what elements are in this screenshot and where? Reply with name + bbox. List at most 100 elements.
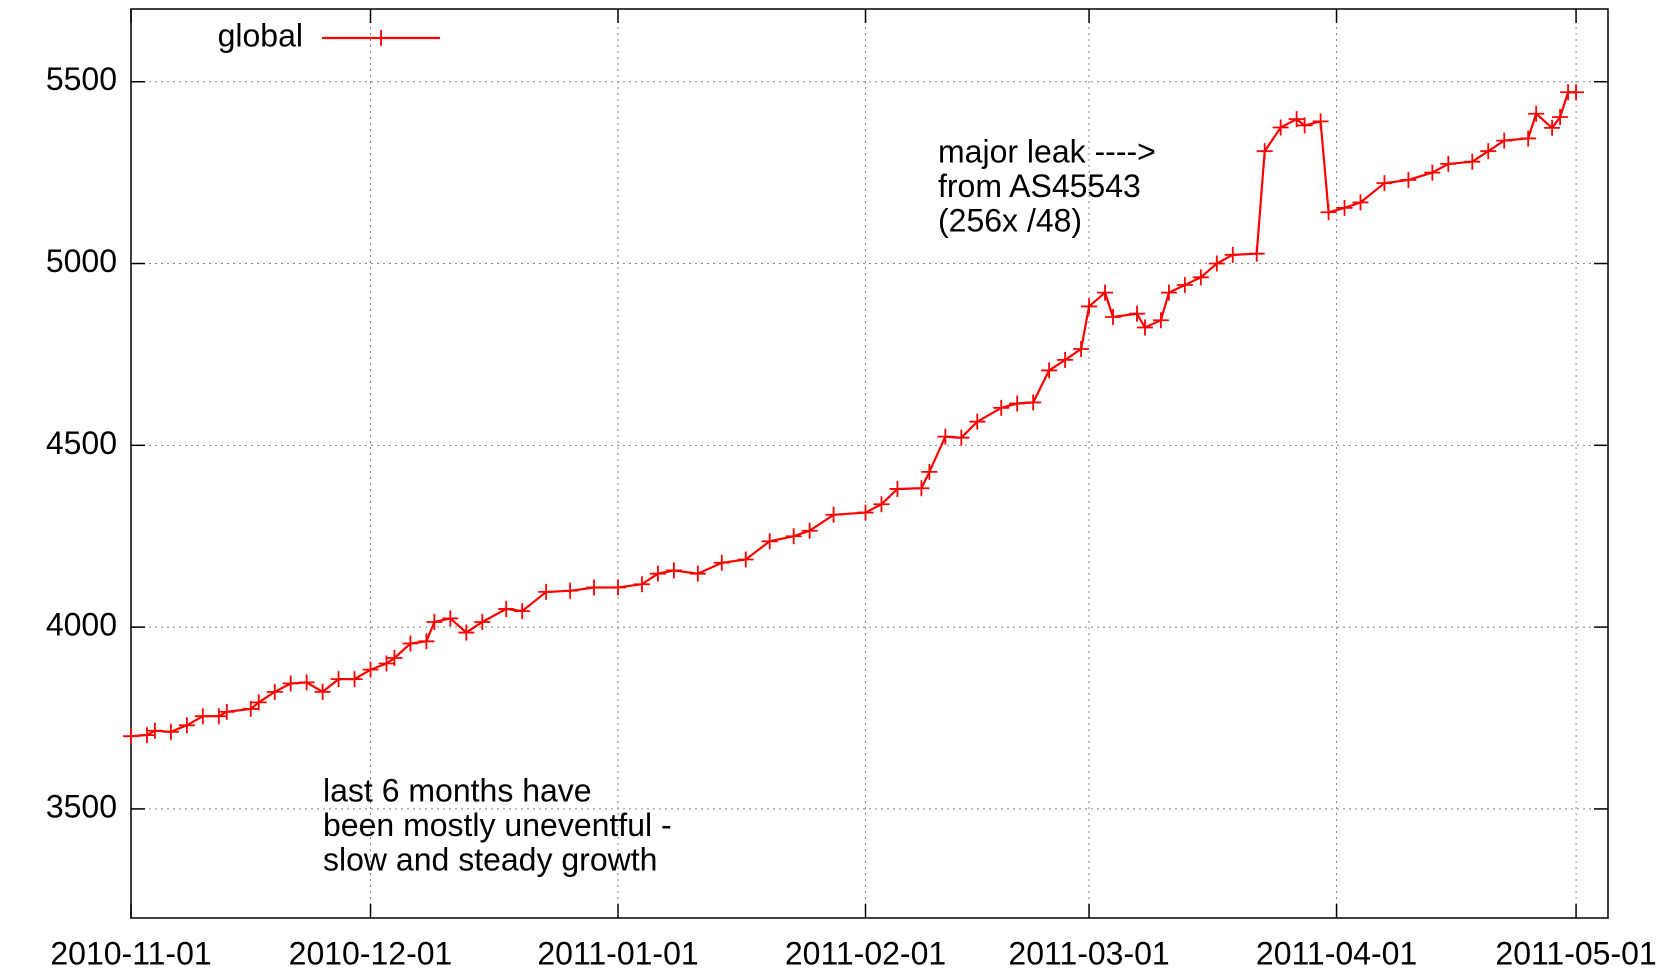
point-marker: [761, 533, 778, 550]
point-marker: [1152, 312, 1169, 329]
point-marker: [1376, 175, 1393, 192]
point-marker: [210, 708, 227, 725]
point-marker: [242, 700, 259, 717]
point-marker: [586, 579, 603, 596]
x-tick-label: 2010-12-01: [289, 935, 453, 969]
point-marker: [250, 694, 267, 711]
point-marker: [1009, 395, 1026, 412]
point-marker: [649, 565, 666, 582]
annotation: last 6 months have: [323, 772, 592, 808]
x-tick-label: 2011-04-01: [1256, 935, 1417, 969]
legend-marker: [373, 30, 389, 46]
point-marker: [1496, 132, 1513, 149]
point-marker: [514, 603, 531, 620]
point-marker: [1296, 117, 1313, 134]
point-marker: [538, 583, 555, 600]
point-marker: [1400, 171, 1417, 188]
point-marker: [1224, 246, 1241, 263]
point-marker: [785, 528, 802, 545]
point-marker: [1320, 204, 1337, 221]
annotation: from AS45543: [938, 168, 1141, 204]
point-marker: [857, 504, 874, 521]
x-tick-label: 2011-01-01: [537, 935, 698, 969]
point-marker: [1256, 143, 1273, 160]
point-marker: [713, 554, 730, 571]
point-marker: [146, 722, 163, 739]
point-marker: [1176, 276, 1193, 293]
legend-label: global: [218, 17, 303, 53]
point-marker: [218, 703, 235, 720]
point-marker: [1480, 143, 1497, 160]
point-marker: [1544, 119, 1561, 136]
point-marker: [1520, 130, 1537, 147]
point-marker: [178, 717, 195, 734]
point-marker: [1528, 105, 1545, 122]
point-marker: [953, 429, 970, 446]
point-marker: [282, 675, 299, 692]
point-marker: [689, 565, 706, 582]
point-marker: [1208, 255, 1225, 272]
point-marker: [1081, 298, 1098, 315]
point-marker: [665, 562, 682, 579]
point-marker: [737, 551, 754, 568]
point-marker: [1312, 113, 1329, 130]
point-marker: [1128, 305, 1145, 322]
annotation: major leak ---->: [938, 133, 1156, 169]
point-marker: [825, 506, 842, 523]
point-marker: [1352, 194, 1369, 211]
x-tick-label: 2011-02-01: [785, 935, 946, 969]
point-marker: [1552, 108, 1569, 125]
point-marker: [969, 413, 986, 430]
point-marker: [194, 708, 211, 725]
y-tick-label: 4500: [46, 425, 117, 461]
point-marker: [1464, 153, 1481, 170]
x-tick-label: 2010-11-01: [50, 935, 211, 969]
y-tick-label: 3500: [46, 788, 117, 824]
point-marker: [1041, 362, 1058, 379]
point-marker: [1136, 319, 1153, 336]
x-tick-label: 2011-03-01: [1008, 935, 1169, 969]
point-marker: [633, 576, 650, 593]
point-marker: [889, 480, 906, 497]
point-marker: [1424, 164, 1441, 181]
point-marker: [801, 522, 818, 539]
point-marker: [346, 671, 363, 688]
point-marker: [458, 624, 475, 641]
y-tick-label: 4000: [46, 607, 117, 643]
point-marker: [1057, 351, 1074, 368]
x-tick-label: 2011-05-01: [1495, 935, 1656, 969]
point-marker: [1025, 394, 1042, 411]
point-marker: [362, 661, 379, 678]
point-marker: [1073, 340, 1090, 357]
point-marker: [1192, 269, 1209, 286]
point-marker: [138, 727, 155, 744]
point-marker: [913, 480, 930, 497]
point-marker: [610, 579, 627, 596]
point-marker: [123, 728, 139, 745]
point-marker: [266, 683, 283, 700]
annotation: slow and steady growth: [323, 841, 657, 877]
point-marker: [1336, 199, 1353, 216]
series-line: [130, 91, 1577, 738]
point-marker: [162, 723, 179, 740]
point-marker: [330, 671, 347, 688]
annotation: (256x /48): [938, 202, 1082, 238]
point-marker: [1105, 308, 1122, 325]
point-marker: [418, 633, 435, 650]
point-marker: [314, 683, 331, 700]
point-marker: [474, 614, 491, 631]
point-marker: [937, 428, 954, 445]
point-marker: [921, 463, 938, 480]
point-marker: [873, 496, 890, 513]
point-marker: [1568, 84, 1585, 101]
point-marker: [1160, 284, 1177, 301]
point-marker: [1097, 284, 1114, 301]
y-tick-label: 5000: [46, 243, 117, 279]
point-marker: [1272, 119, 1289, 136]
point-marker: [498, 600, 515, 617]
plot-frame: [130, 8, 1609, 919]
annotation: been mostly uneventful -: [323, 807, 672, 843]
point-marker: [1440, 155, 1457, 172]
point-marker: [298, 674, 315, 691]
